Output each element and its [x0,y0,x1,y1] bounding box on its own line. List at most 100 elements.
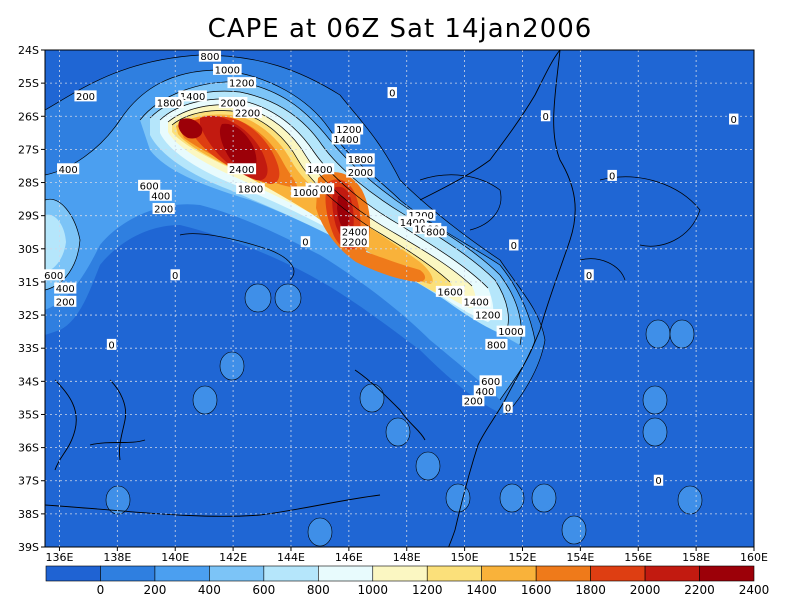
y-tick-label: 26S [18,110,39,123]
contour-label-box [424,226,447,238]
contour-label: 1000 [291,186,320,199]
contour-label-text: 1400 [333,135,358,146]
contour-label-text: 200 [464,397,483,408]
contour-label: 0 [607,169,617,182]
contour-label: 2000 [346,166,375,179]
contour-label: 0 [387,87,397,100]
x-tick-label: 152E [509,551,537,564]
contour-label-text: 0 [731,115,737,126]
contour-label-box [653,474,664,486]
contour-label: 0 [509,239,519,252]
contour-label: 0 [503,401,513,414]
colorbar: 0 200 400 600 800 1000 1200 1400 1600 1800 2000 220… [45,565,769,597]
contour-label: 1600 [435,285,465,298]
y-tick-label: 35S [18,408,39,421]
colorbar-label: 200 [143,583,166,597]
colorbar-label: 1200 [412,583,443,597]
contour-label-text: 1800 [238,185,263,196]
contour-label-text: 1600 [307,185,332,196]
contour-label-text: 1000 [293,188,318,199]
contour-label-text: 1800 [348,155,373,166]
contour-label-box [57,163,80,175]
contour-label-box [496,325,526,337]
colorbar-swatch [590,565,646,582]
contour-label-box [398,216,427,228]
contour-label-text: 800 [487,340,506,351]
contour-label-box [138,179,161,191]
cape-small-cells [105,283,703,547]
colorbar-label: 2200 [684,583,715,597]
colorbar-swatch [644,565,700,582]
colorbar-swatch [154,565,210,582]
contour-label-text: 2000 [348,168,373,179]
y-tick-label: 29S [18,210,39,223]
contour-label-text: 0 [609,171,615,182]
contour-label-text: 0 [172,271,178,282]
y-tick-label: 25S [18,77,39,90]
colorbar-label: 1000 [357,583,388,597]
contour-label: 600 [479,375,502,388]
plot-frame [44,49,755,548]
contour-label: 0 [653,474,664,487]
contour-label: 2200 [233,106,262,119]
contour-label-text: 0 [108,340,114,351]
y-tick-label: 39S [18,541,39,554]
contour-label: 0 [106,338,117,351]
contour-label-box [149,189,172,201]
contour-label-text: 400 [56,284,75,295]
contour-label: 1200 [334,123,364,136]
contour-label-box [74,90,97,102]
colorbar-swatch [318,565,374,582]
contour-label-text: 1200 [475,311,500,322]
contour-label-text: 1400 [463,297,488,308]
contour-label: 0 [540,110,551,123]
colorbar-swatch [372,565,428,582]
colorbar-label: 800 [307,583,330,597]
contour-label: 1800 [155,97,184,110]
colorbar-swatch [209,565,265,582]
contour-label: 1200 [473,309,503,322]
contour-label: 0 [729,113,739,126]
contour-label-text: 800 [200,52,219,63]
colorbar-label: 0 [97,583,105,597]
colorbar-swatch [426,565,482,582]
colorbar-label: 600 [252,583,275,597]
contour-label-text: 0 [586,271,592,282]
x-tick-label: 138E [103,551,131,564]
colorbar-swatch [699,565,755,582]
y-tick-label: 34S [18,375,39,388]
contour-label-box [54,282,77,294]
contour-label-box [106,338,117,350]
contour-label-box [291,186,320,198]
contour-label-text: 600 [140,181,159,192]
contour-label-box [346,153,375,165]
contour-label-box [387,87,397,99]
x-tick-label: 154E [566,551,594,564]
contour-label-text: 200 [56,297,75,308]
contour-label: 800 [485,338,508,351]
cape-region-2400 [178,118,350,228]
contour-label-box [213,63,242,75]
contour-label: 1800 [346,153,375,166]
contour-label-box [485,338,508,350]
contour-label-text: 2200 [235,108,260,119]
contour-label-text: 1000 [498,327,523,338]
x-tick-label: 144E [277,551,305,564]
contour-label-box [331,133,361,145]
lat-lon-grid [45,50,754,547]
colorbar-label: 1400 [466,583,497,597]
contour-label-text: 0 [302,238,308,249]
contour-label-box [607,169,617,181]
contour-label: 200 [54,295,77,308]
contour-label: 0 [170,269,180,282]
contour-label-text: 800 [426,228,445,239]
contour-label-box [236,183,265,195]
y-tick-label: 36S [18,442,39,455]
contour-label-text: 1400 [180,92,205,103]
y-tick-label: 27S [18,143,39,156]
contour-label-text: 1800 [157,99,182,110]
contour-label-box [473,385,496,397]
contour-label-box [406,209,436,221]
contour-label-text: 2400 [342,228,367,239]
x-tick-label: 140E [161,551,189,564]
